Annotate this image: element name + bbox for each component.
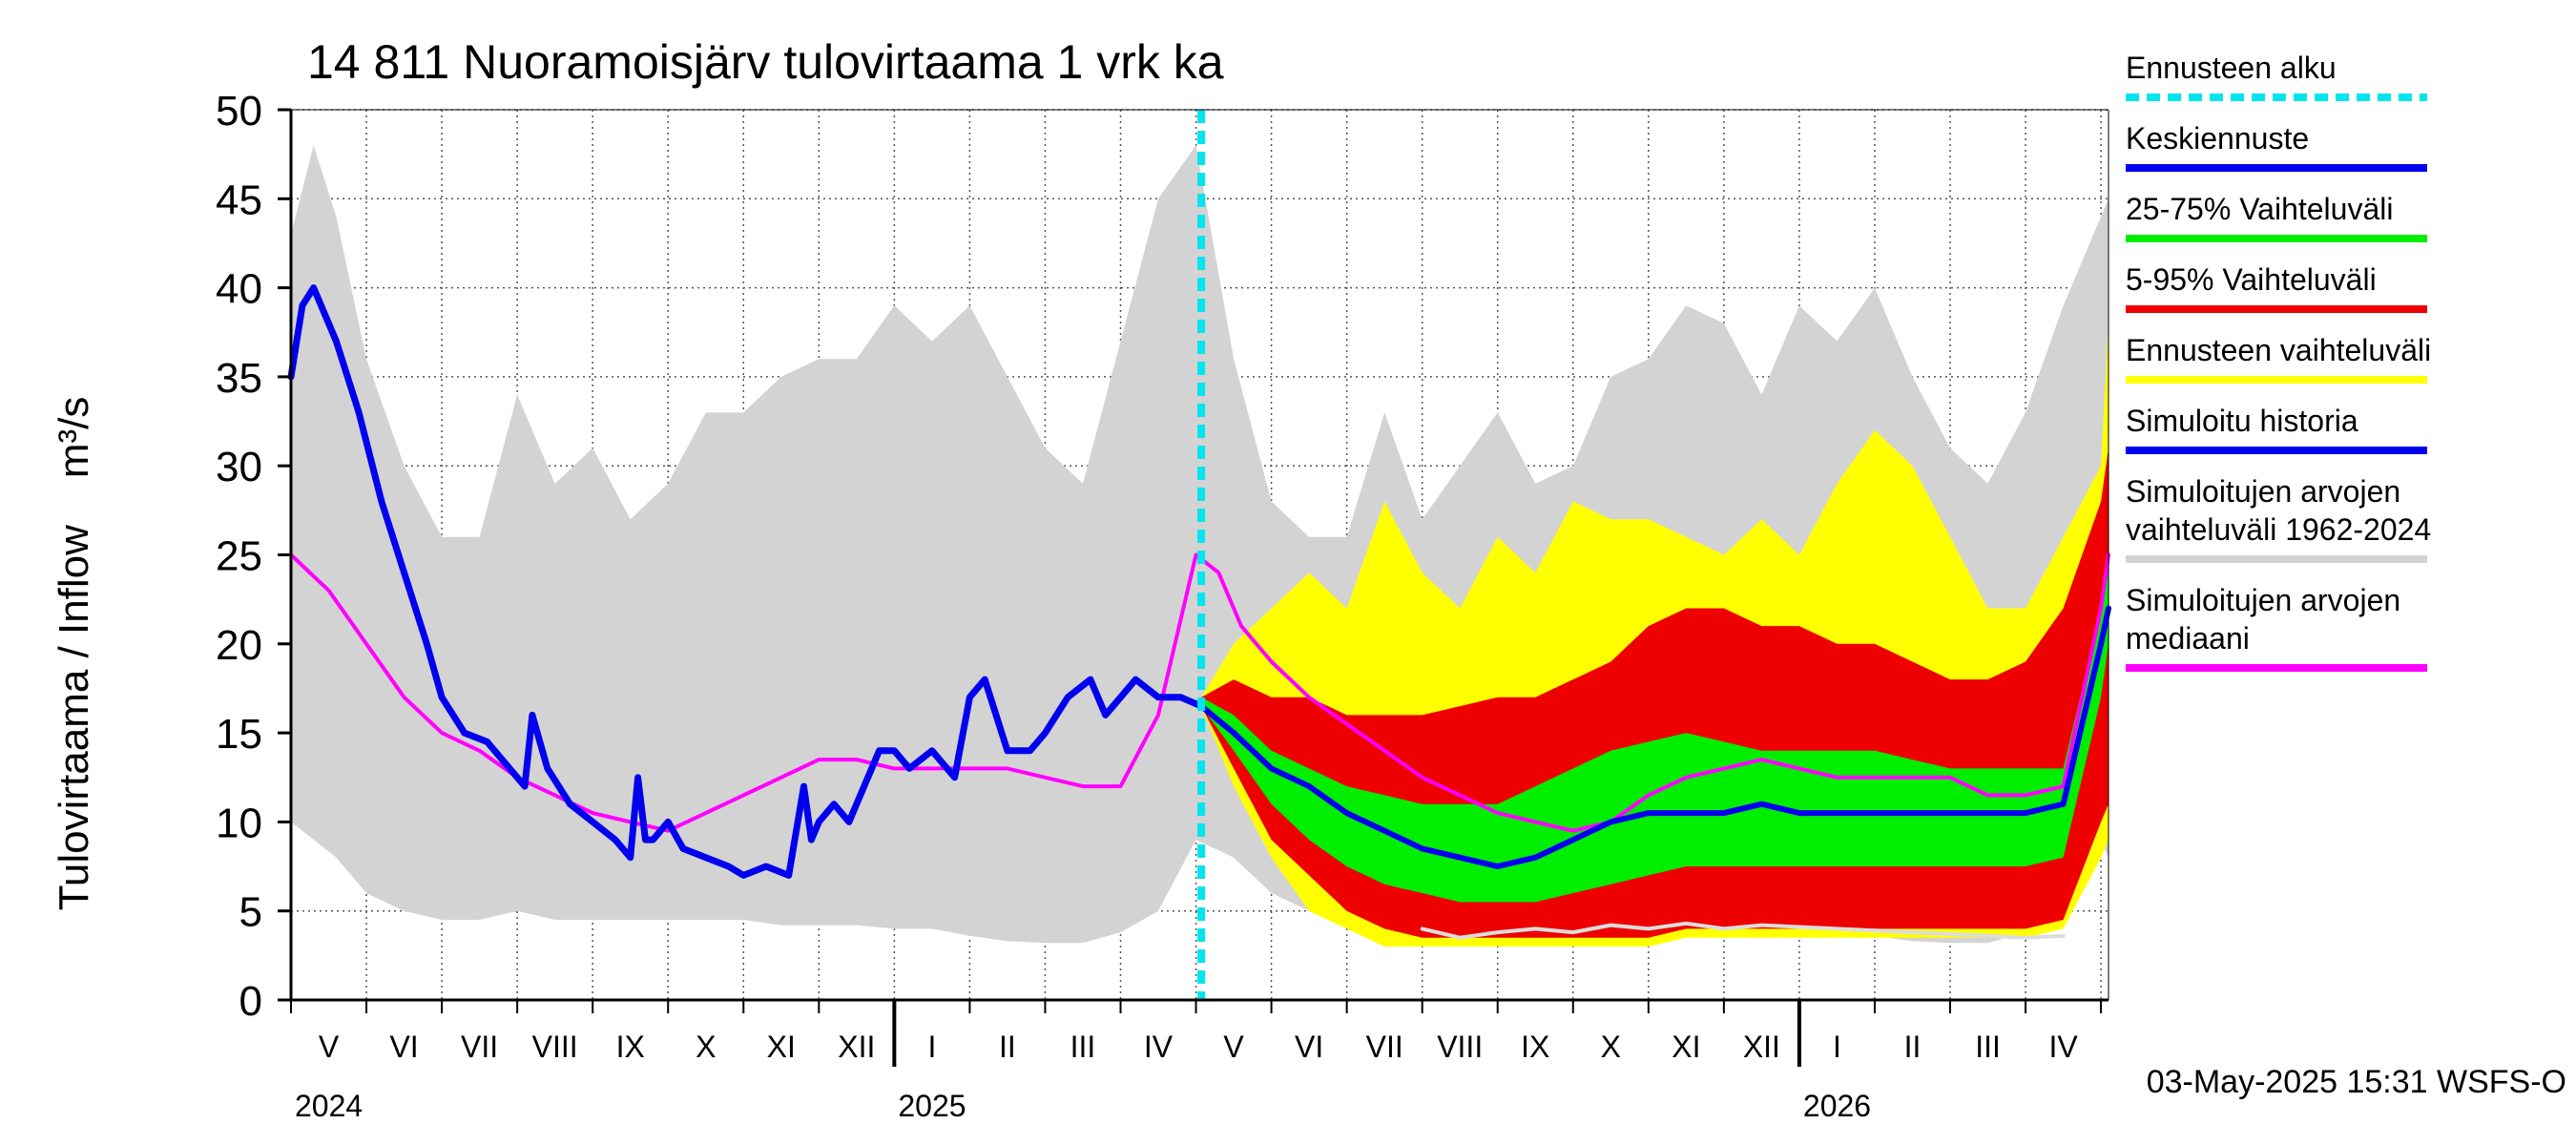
y-tick-label: 45	[216, 177, 262, 223]
line-simuloitujen-arvojen-mediaani	[289, 552, 2110, 833]
legend-label: Ennusteen vaihteluväli	[2126, 333, 2431, 367]
y-tick-label: 10	[216, 800, 262, 846]
month-label: XII	[1743, 1030, 1780, 1064]
y-tick-label: 50	[216, 88, 262, 135]
legend-label: Simuloitujen arvojen	[2126, 474, 2400, 509]
line-simuloitu-historia-aiempi	[1420, 921, 2066, 940]
month-label: VII	[1366, 1030, 1403, 1064]
month-label: III	[1070, 1030, 1096, 1064]
month-label: IX	[616, 1030, 645, 1064]
line-keskiennuste	[1198, 605, 2111, 869]
month-label: II	[1904, 1030, 1922, 1064]
month-label: V	[1223, 1030, 1244, 1064]
month-label: VI	[1295, 1030, 1323, 1064]
month-label: IV	[2048, 1030, 2078, 1064]
month-label: II	[999, 1030, 1016, 1064]
month-label: I	[1833, 1030, 1841, 1064]
y-tick-label: 0	[239, 978, 262, 1025]
month-label: X	[696, 1030, 716, 1064]
y-tick-label: 15	[216, 711, 262, 758]
year-label: 2026	[1803, 1089, 1871, 1123]
y-tick-label: 5	[239, 889, 262, 936]
month-label: VII	[461, 1030, 498, 1064]
month-label: IV	[1144, 1030, 1174, 1064]
month-label: VI	[389, 1030, 418, 1064]
y-tick-label: 30	[216, 444, 262, 490]
month-label: X	[1601, 1030, 1621, 1064]
y-tick-label: 25	[216, 533, 262, 580]
month-label: VIII	[1437, 1030, 1483, 1064]
month-label: XI	[1672, 1030, 1700, 1064]
legend-label: mediaani	[2126, 621, 2250, 656]
legend-label: 25-75% Vaihteluväli	[2126, 192, 2393, 226]
chart-title: 14 811 Nuoramoisjärv tulovirtaama 1 vrk …	[307, 35, 1224, 89]
y-axis-label: Tulovirtaama / Inflow m³/s	[51, 397, 97, 911]
line-simuloitu-historia	[287, 284, 1205, 879]
year-label: 2025	[898, 1089, 966, 1123]
month-label: IX	[1521, 1030, 1549, 1064]
legend-label: 5-95% Vaihteluväli	[2126, 262, 2377, 297]
legend-label: Simuloitujen arvojen	[2126, 583, 2400, 617]
legend-label: vaihteluväli 1962-2024	[2126, 512, 2431, 547]
footer-timestamp: 03-May-2025 15:31 WSFS-O	[2147, 1064, 2566, 1100]
month-label: V	[319, 1030, 340, 1064]
month-label: VIII	[532, 1030, 578, 1064]
legend-label: Keskiennuste	[2126, 121, 2309, 156]
y-tick-label: 35	[216, 355, 262, 402]
month-label: XI	[767, 1030, 796, 1064]
year-label: 2024	[295, 1089, 363, 1123]
y-tick-label: 20	[216, 622, 262, 669]
legend-label: Ennusteen alku	[2126, 51, 2337, 85]
legend: Ennusteen alku Keskiennuste 25-75% Vaihtel…	[2126, 51, 2431, 672]
month-label: III	[1975, 1030, 2001, 1064]
y-tick-label: 40	[216, 266, 262, 313]
month-label: XII	[838, 1030, 875, 1064]
legend-label: Simuloitu historia	[2126, 404, 2358, 438]
month-label: I	[927, 1030, 936, 1064]
plot-series	[287, 110, 2111, 1000]
